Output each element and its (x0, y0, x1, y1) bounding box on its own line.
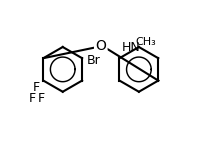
Text: HN: HN (122, 41, 140, 54)
Text: Br: Br (87, 54, 100, 67)
Text: F: F (28, 92, 36, 105)
Text: F: F (37, 92, 45, 105)
Text: O: O (95, 39, 106, 53)
Text: F: F (33, 81, 40, 94)
Text: CH₃: CH₃ (135, 37, 156, 47)
